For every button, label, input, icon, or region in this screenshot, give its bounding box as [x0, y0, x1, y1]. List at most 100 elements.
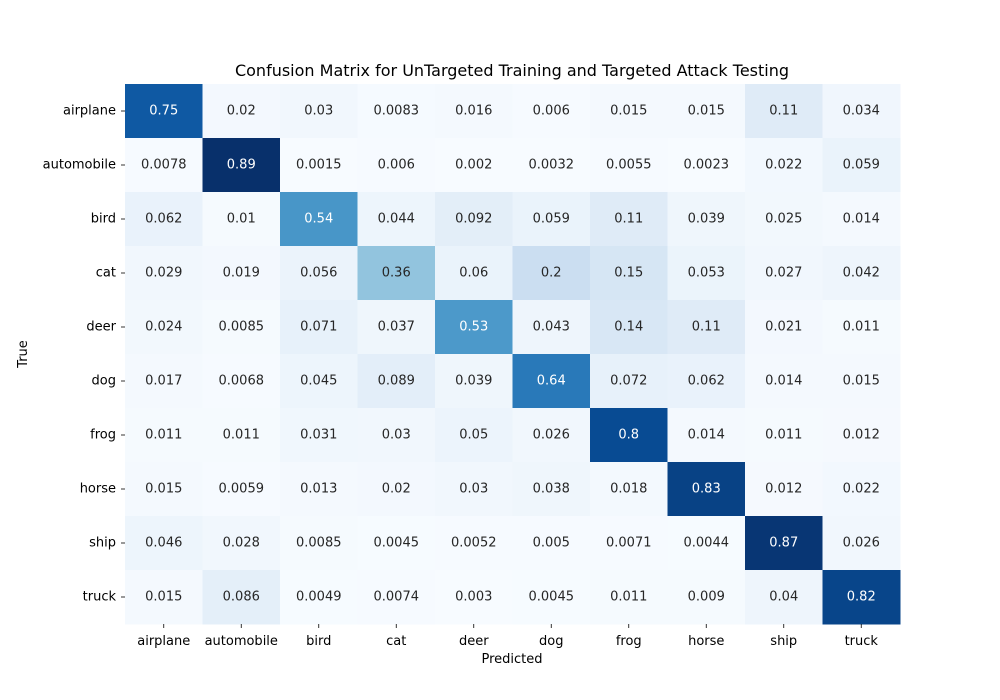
cell-value-label: 0.8: [618, 428, 639, 443]
heatmap-cell: [357, 354, 436, 409]
heatmap-cell: [512, 192, 591, 247]
cell-value-label: 0.071: [300, 320, 337, 335]
y-tick-label: dog: [92, 374, 116, 389]
heatmap-cell: [590, 462, 668, 517]
heatmap-cell: [590, 192, 668, 247]
heatmap-cell: [357, 462, 436, 517]
heatmap-cell: [822, 84, 901, 139]
cell-value-label: 0.0085: [296, 536, 342, 551]
cell-value-label: 0.2: [541, 266, 562, 281]
heatmap-cell: [125, 84, 203, 139]
heatmap-cell: [667, 192, 746, 247]
cell-value-label: 0.021: [765, 320, 802, 335]
heatmap-cell: [125, 570, 203, 625]
heatmap-cell: [512, 570, 591, 625]
heatmap-cell: [435, 192, 513, 247]
heatmap-cell: [512, 462, 591, 517]
cell-value-label: 0.034: [843, 104, 880, 119]
heatmap-cell: [357, 570, 436, 625]
cell-value-label: 0.53: [459, 320, 488, 335]
cell-value-label: 0.003: [455, 590, 492, 605]
heatmap-cell: [202, 516, 281, 571]
cell-value-label: 0.0078: [141, 158, 187, 173]
heatmap-cell: [590, 300, 668, 355]
heatmap-cell: [125, 462, 203, 517]
cell-value-label: 0.64: [537, 374, 566, 389]
heatmap-cell: [745, 408, 823, 463]
heatmap-cell: [667, 300, 746, 355]
y-tick-label: horse: [80, 482, 116, 497]
heatmap-cell: [822, 462, 901, 517]
x-axis-label: Predicted: [481, 652, 542, 667]
heatmap-cell: [745, 300, 823, 355]
heatmap-cell: [745, 138, 823, 193]
y-tick-label: cat: [96, 266, 116, 281]
heatmap-cell: [822, 192, 901, 247]
heatmap-cell: [590, 138, 668, 193]
y-tick-label: automobile: [43, 158, 116, 173]
heatmap-cell: [822, 516, 901, 571]
heatmap-cell: [667, 246, 746, 301]
cell-value-label: 0.039: [455, 374, 492, 389]
cell-value-label: 0.015: [610, 104, 647, 119]
cell-value-label: 0.037: [378, 320, 415, 335]
cell-value-label: 0.053: [688, 266, 725, 281]
heatmap-cell: [590, 408, 668, 463]
heatmap-cell: [280, 462, 358, 517]
heatmap-cell: [125, 354, 203, 409]
heatmap-cell: [590, 246, 668, 301]
cell-value-label: 0.006: [533, 104, 570, 119]
heatmap-cell: [125, 192, 203, 247]
heatmap-cell: [357, 300, 436, 355]
heatmap-cell: [822, 570, 901, 625]
cell-value-label: 0.044: [378, 212, 415, 227]
cell-value-label: 0.0085: [219, 320, 265, 335]
heatmap-cell: [280, 516, 358, 571]
cell-value-label: 0.026: [843, 536, 880, 551]
heatmap-cell: [202, 408, 281, 463]
cell-value-label: 0.031: [300, 428, 337, 443]
cell-value-label: 0.026: [533, 428, 570, 443]
cell-value-label: 0.02: [382, 482, 411, 497]
cell-value-label: 0.015: [688, 104, 725, 119]
heatmap-cell: [280, 300, 358, 355]
heatmap-cell: [280, 354, 358, 409]
cell-value-label: 0.0055: [606, 158, 652, 173]
cell-value-label: 0.038: [533, 482, 570, 497]
heatmap-cell: [280, 246, 358, 301]
heatmap-cell: [357, 246, 436, 301]
cell-value-label: 0.0023: [684, 158, 730, 173]
x-tick-label: bird: [306, 634, 331, 649]
x-tick-label: truck: [845, 634, 879, 649]
heatmap-cell: [512, 84, 591, 139]
cell-value-label: 0.014: [688, 428, 725, 443]
cell-value-label: 0.03: [382, 428, 411, 443]
cell-value-label: 0.11: [769, 104, 798, 119]
heatmap-cell: [202, 192, 281, 247]
heatmap-cell: [280, 408, 358, 463]
heatmap-cell: [590, 516, 668, 571]
heatmap-cell: [125, 138, 203, 193]
cell-value-label: 0.039: [688, 212, 725, 227]
y-tick-label: truck: [83, 590, 117, 605]
heatmap-cell: [357, 138, 436, 193]
cell-value-label: 0.82: [847, 590, 876, 605]
cell-value-label: 0.027: [765, 266, 802, 281]
heatmap-cell: [667, 84, 746, 139]
heatmap-cell: [745, 462, 823, 517]
heatmap-cell: [280, 138, 358, 193]
cell-value-label: 0.0083: [374, 104, 420, 119]
cell-value-label: 0.0074: [374, 590, 420, 605]
heatmap-cell: [357, 192, 436, 247]
cell-value-label: 0.36: [382, 266, 411, 281]
heatmap-cell: [822, 246, 901, 301]
cell-value-label: 0.015: [843, 374, 880, 389]
cell-value-label: 0.02: [227, 104, 256, 119]
x-tick-label: airplane: [137, 634, 190, 649]
cell-value-label: 0.025: [765, 212, 802, 227]
cell-value-label: 0.016: [455, 104, 492, 119]
heatmap-cell: [512, 354, 591, 409]
y-tick-label: deer: [86, 320, 116, 335]
cell-value-label: 0.018: [610, 482, 647, 497]
